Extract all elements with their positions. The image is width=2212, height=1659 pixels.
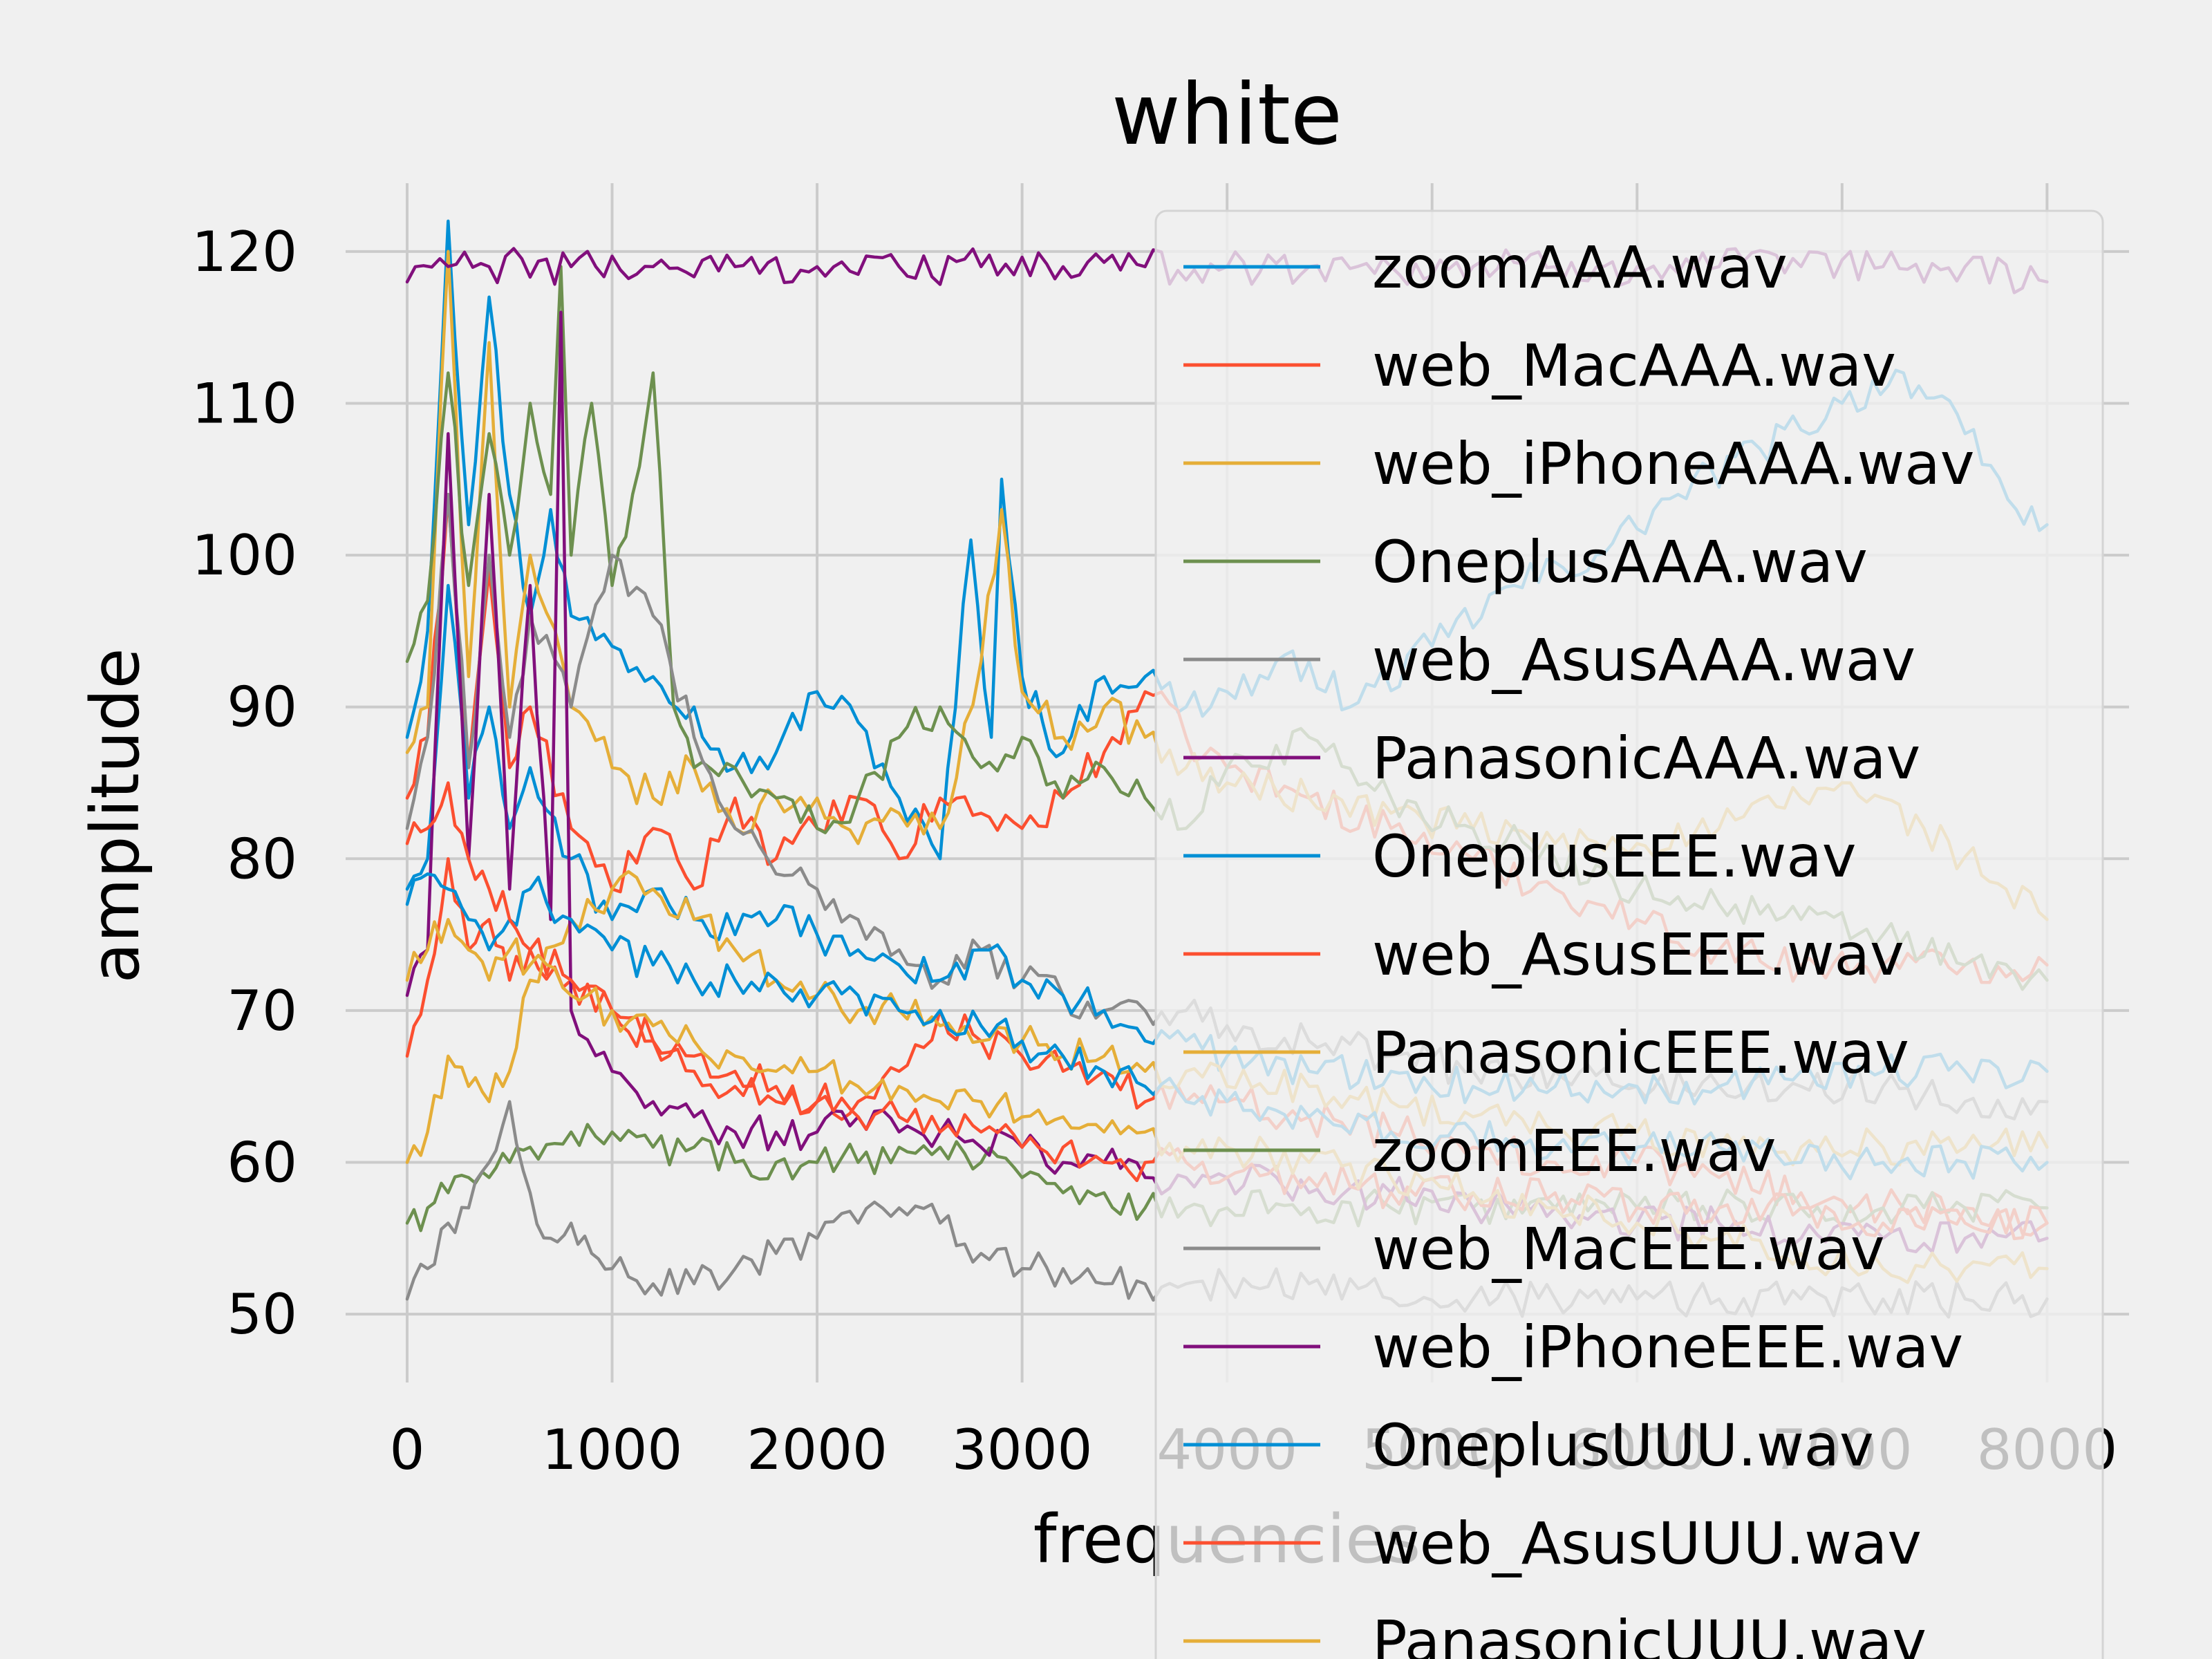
- legend-entry-label: zoomEEE.wav: [1372, 1117, 1777, 1185]
- legend-entry-label: OneplusEEE.wav: [1372, 823, 1857, 890]
- y-tick-label: 90: [227, 675, 297, 740]
- legend-entry-label: web_AsusAAA.wav: [1372, 626, 1915, 694]
- legend: zoomAAA.wav web_MacAAA.wav web_iPhoneAAA.w…: [1154, 209, 2104, 1659]
- legend-entry-label: OneplusUUU.wav: [1372, 1412, 1874, 1479]
- legend-entry-label: web_MacAAA.wav: [1372, 332, 1896, 400]
- y-tick-label: 100: [191, 523, 297, 588]
- y-tick-label: 60: [227, 1131, 297, 1195]
- chart-title: white: [1112, 66, 1342, 164]
- legend-entry-label: web_AsusEEE.wav: [1372, 921, 1904, 988]
- y-tick-label: 120: [191, 220, 297, 284]
- legend-entry-label: PanasonicEEE.wav: [1372, 1019, 1909, 1087]
- y-axis-ticks: 50 60 70 80 90 100 110 120: [191, 220, 297, 1347]
- y-tick-label: 50: [227, 1282, 297, 1347]
- x-tick-label: 3000: [952, 1418, 1093, 1482]
- y-tick-label: 70: [227, 979, 297, 1043]
- legend-entry-label: zoomAAA.wav: [1372, 234, 1788, 301]
- y-tick-label: 110: [191, 371, 297, 435]
- legend-entry-label: web_AsusUUU.wav: [1372, 1510, 1922, 1577]
- x-tick-label: 2000: [747, 1418, 888, 1482]
- legend-entry-label: PanasonicAAA.wav: [1372, 724, 1920, 792]
- y-tick-label: 80: [227, 827, 297, 891]
- legend-entry-label: OneplusAAA.wav: [1372, 528, 1868, 596]
- legend-entry-label: web_iPhoneEEE.wav: [1372, 1313, 1963, 1381]
- legend-entry-label: PanasonicUUU.wav: [1372, 1608, 1927, 1659]
- x-tick-label: 0: [390, 1418, 425, 1482]
- legend-entry-label: web_iPhoneAAA.wav: [1372, 430, 1974, 498]
- legend-box: [1154, 209, 2104, 1659]
- x-tick-label: 1000: [542, 1418, 683, 1482]
- y-axis-label: amplitude: [77, 648, 154, 983]
- legend-entry-label: web_MacEEE.wav: [1372, 1215, 1885, 1283]
